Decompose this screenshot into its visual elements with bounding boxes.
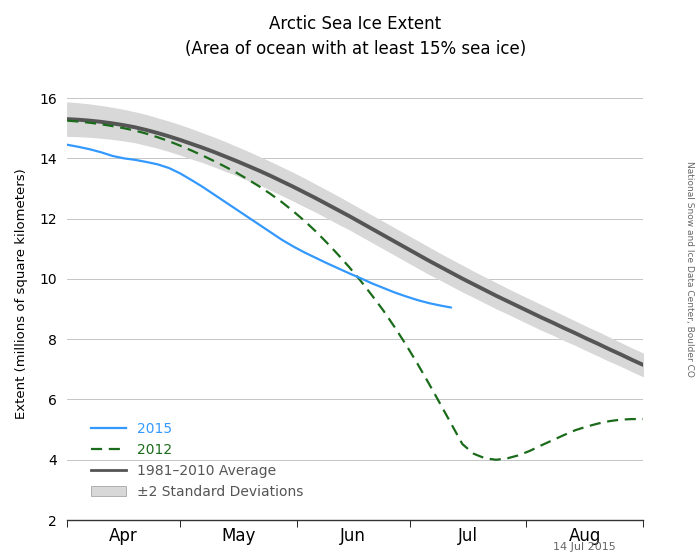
Text: 14 Jul 2015: 14 Jul 2015 [553,542,616,552]
Text: National Snow and Ice Data Center, Boulder CO: National Snow and Ice Data Center, Bould… [685,161,694,377]
Y-axis label: Extent (millions of square kilometers): Extent (millions of square kilometers) [15,169,28,419]
Legend: 2015, 2012, 1981–2010 Average, ±2 Standard Deviations: 2015, 2012, 1981–2010 Average, ±2 Standa… [85,416,309,504]
Title: Arctic Sea Ice Extent
(Area of ocean with at least 15% sea ice): Arctic Sea Ice Extent (Area of ocean wit… [185,15,526,58]
